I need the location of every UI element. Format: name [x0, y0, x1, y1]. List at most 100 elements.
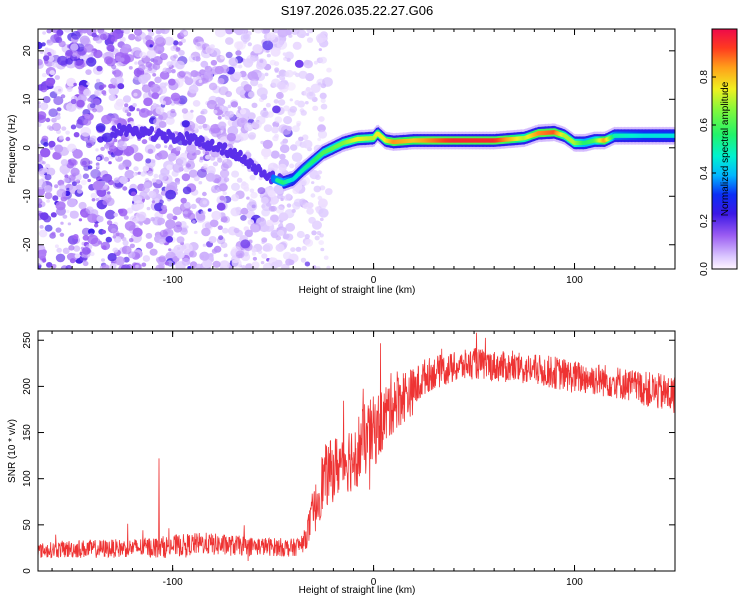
spectrogram-frame [37, 28, 676, 270]
spectrogram-cell [110, 77, 117, 84]
spectrogram-cell [48, 108, 58, 117]
spectrogram-cell [286, 203, 292, 208]
spectrogram-cell [100, 146, 105, 151]
spectrogram-cell [214, 178, 220, 184]
spectrogram-cell [126, 112, 132, 117]
spectrogram-cell [66, 209, 70, 214]
spectrogram-cell [82, 247, 91, 255]
spectrogram-cell [130, 191, 137, 197]
spectrogram-cell [197, 168, 207, 178]
spectrogram-cell [110, 36, 118, 43]
spectrogram-cell [282, 234, 289, 240]
spectrogram-cell [172, 206, 183, 216]
spectrogram-cell [199, 251, 210, 261]
spectrogram-cell [274, 259, 283, 268]
spectrogram-cell [278, 212, 289, 222]
spectrogram-cell [317, 124, 326, 133]
spectrogram-cell [315, 174, 321, 180]
spectrogram-cell [322, 77, 333, 87]
spectrogram-cell [270, 47, 281, 57]
spectrogram-cell [98, 85, 104, 90]
spectrogram-cell [301, 245, 307, 251]
spectrogram-cell [219, 105, 224, 110]
spectrogram-cell [290, 29, 300, 35]
spectrogram-cell [159, 229, 168, 238]
spectrogram-cell [44, 174, 52, 181]
spectrogram-cell [183, 31, 188, 36]
spectrogram-cell [140, 108, 146, 113]
spectrogram-cell [295, 246, 302, 252]
colorbar-tick-label: 0.6 [699, 118, 710, 132]
spectrogram-cell [116, 141, 128, 151]
spectrogram-cell [295, 72, 300, 78]
spectrogram-cell [261, 237, 268, 243]
spectrogram-cell [315, 266, 321, 269]
spectrogram-cell [80, 210, 89, 218]
spectrogram-cell [217, 78, 225, 85]
snr-y-tick-label: 200 [22, 378, 33, 395]
snr-frame [37, 330, 676, 572]
spectrogram-cell [164, 36, 175, 46]
spectrogram-cell [133, 92, 138, 97]
spectrogram-cell [175, 261, 186, 269]
spectrogram-cell [84, 113, 91, 120]
spectrogram-cell [54, 184, 59, 189]
spectrogram-cell [96, 65, 103, 72]
spectrogram-cell [60, 159, 69, 166]
spectrogram-cell [73, 82, 77, 87]
spectrogram-cell [205, 154, 211, 160]
spectrogram-ridge-outer [162, 131, 167, 138]
spectrogram-cell [181, 108, 188, 114]
spectrogram-cell [123, 215, 129, 220]
spectrogram-cell [310, 193, 316, 198]
spectrogram-cell [261, 253, 268, 259]
spectrogram-cell [230, 101, 238, 108]
spectrogram-ridge-outer [170, 132, 176, 139]
spectrogram-cell [67, 222, 72, 226]
spectrogram-cell [66, 86, 73, 92]
spectrogram-cell [158, 238, 166, 245]
spectrogram-cell [283, 105, 290, 112]
spectrogram-cell [83, 118, 92, 126]
spectrogram-cell [155, 143, 162, 149]
snr-y-tick-label: 100 [22, 470, 33, 487]
spectrogram-cell [104, 56, 113, 65]
spectrogram-cell [165, 116, 175, 126]
spectrogram-cell [226, 132, 236, 142]
spectrogram-cell [42, 161, 46, 165]
spectrogram-cell [211, 210, 222, 221]
spectrogram-ridge-outer [164, 135, 170, 143]
spectrogram-cell [138, 74, 149, 84]
snr-plot [38, 332, 675, 562]
spectrogram-cell [76, 99, 85, 108]
spectrogram-cell [212, 161, 219, 167]
spectrogram-cell [158, 255, 166, 263]
spectrogram-cell [62, 247, 70, 254]
spectrogram-cell [108, 145, 117, 153]
spectrogram-cell [243, 84, 252, 92]
spectrogram-cell [271, 126, 279, 134]
spectrogram-cell [198, 79, 203, 84]
spectrogram-x-tick-label: 0 [371, 275, 377, 286]
spectrogram-cell [56, 107, 62, 112]
spectrogram-y-tick-label: 0 [22, 145, 33, 151]
snr-x-tick-label: -100 [163, 577, 183, 588]
spectrogram-cell [154, 202, 164, 212]
spectrogram-cell [245, 263, 254, 269]
spectrogram-cell [195, 39, 199, 43]
spectrogram-cell [294, 59, 304, 68]
spectrogram-cell [313, 60, 318, 65]
spectrogram-cell [204, 151, 210, 156]
spectrogram-cell [128, 66, 133, 70]
spectrogram-cell [59, 135, 64, 140]
spectrogram-cell [279, 153, 286, 160]
spectrogram-cell [273, 184, 285, 195]
spectrogram-cell [175, 221, 182, 228]
spectrogram-cell [282, 138, 289, 144]
spectrogram-cell [151, 200, 156, 204]
spectrogram-cell [231, 194, 240, 202]
spectrogram-cell [83, 137, 89, 142]
spectrogram-cell [107, 44, 115, 52]
spectrogram-cell [278, 163, 287, 172]
spectrogram-cell [196, 42, 201, 47]
